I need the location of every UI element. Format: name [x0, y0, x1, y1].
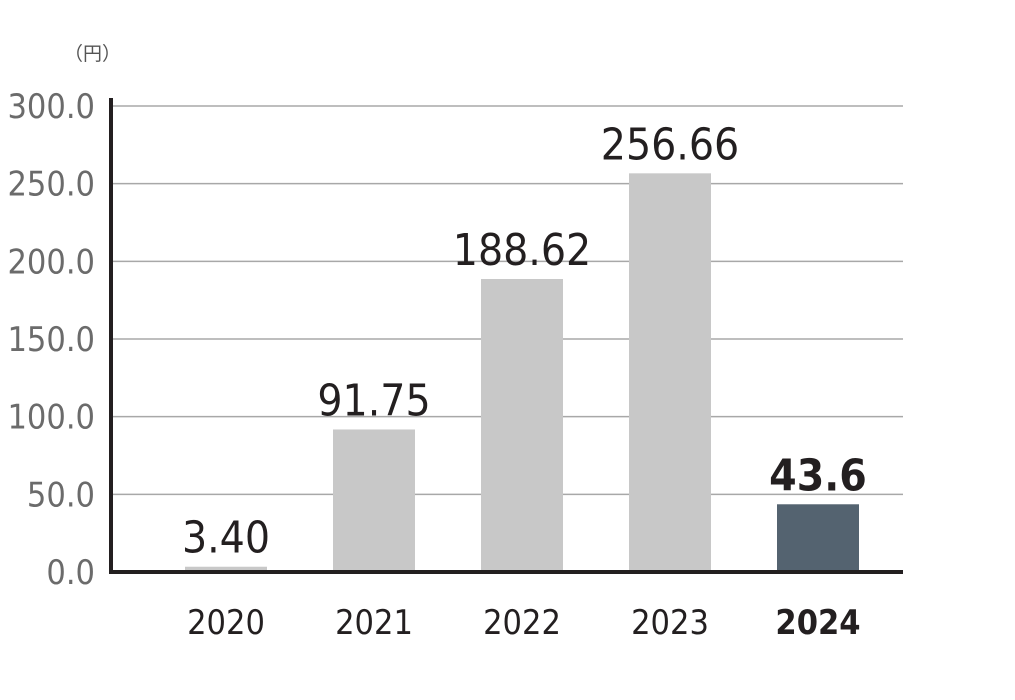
data-label-2023: 256.66 [601, 119, 739, 170]
unit-label: （円） [64, 43, 121, 65]
y-axis-tick-labels: 0.0 50.0 100.0 150.0 200.0 250.0 300.0 [7, 87, 95, 593]
axes [109, 98, 903, 574]
y-tick-label: 200.0 [7, 242, 95, 282]
y-tick-label: 0.0 [46, 553, 95, 593]
y-tick-label: 250.0 [7, 165, 95, 205]
bar-2022 [481, 279, 563, 572]
data-label-2022: 188.62 [453, 225, 591, 276]
data-labels: 3.40 91.75 188.62 256.66 43.6 [182, 119, 867, 563]
bar-2024 [777, 504, 859, 572]
y-tick-label: 100.0 [7, 398, 95, 438]
bars [185, 173, 859, 572]
x-axis-category-labels: 2020 2021 2022 2023 2024 [187, 603, 860, 643]
x-tick-label-2022: 2022 [483, 603, 561, 643]
bar-2021 [333, 429, 415, 572]
y-tick-label: 300.0 [7, 87, 95, 127]
y-tick-label: 50.0 [27, 475, 95, 515]
bar-2023 [629, 173, 711, 572]
bar-2020 [185, 566, 267, 572]
data-label-2024: 43.6 [769, 450, 867, 501]
data-label-2021: 91.75 [317, 375, 430, 426]
x-tick-label-2024: 2024 [775, 603, 860, 643]
data-label-2020: 3.40 [182, 513, 270, 564]
x-tick-label-2020: 2020 [187, 603, 265, 643]
x-tick-label-2023: 2023 [631, 603, 709, 643]
y-tick-label: 150.0 [7, 320, 95, 360]
x-tick-label-2021: 2021 [335, 603, 413, 643]
